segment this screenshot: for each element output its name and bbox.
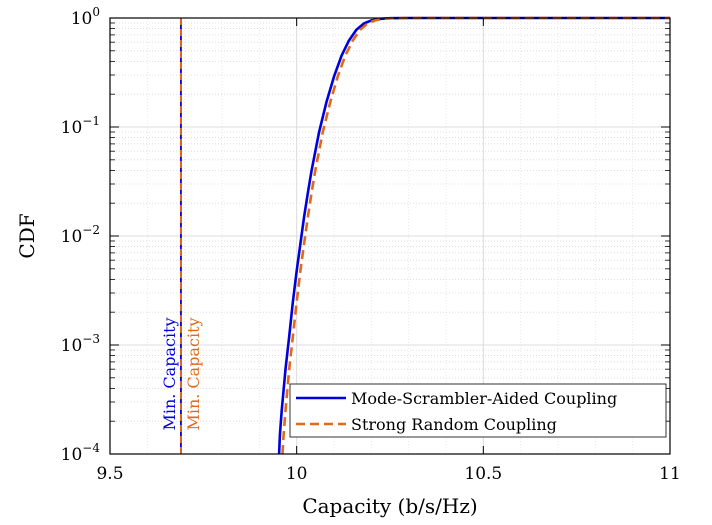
x-tick-label: 10.5 — [464, 464, 502, 484]
series-line-mode-scrambler — [277, 16, 670, 455]
y-tick-label: 100 — [71, 5, 100, 29]
x-tick-label: 10 — [286, 464, 308, 484]
min-capacity-label-1: Min. Capacity — [160, 317, 179, 430]
series-lines — [277, 16, 670, 455]
legend-label-mode-scrambler: Mode-Scrambler-Aided Coupling — [351, 389, 617, 408]
legend: Mode-Scrambler-Aided Coupling Strong Ran… — [289, 383, 667, 438]
y-tick-label: 10−3 — [61, 332, 100, 356]
min-capacity-label-2: Min. Capacity — [184, 317, 203, 430]
y-tick-label: 10−2 — [61, 223, 100, 247]
annotations: Min. Capacity Min. Capacity — [160, 317, 203, 430]
x-axis-label: Capacity (b/s/Hz) — [302, 494, 477, 518]
series-line-strong-random — [281, 16, 670, 455]
y-tick-label: 10−4 — [61, 441, 101, 465]
legend-label-strong-random: Strong Random Coupling — [351, 415, 557, 434]
axis-ticks — [109, 17, 671, 455]
legend-box — [289, 383, 667, 438]
x-tick-labels: 9.5 10 10.5 11 — [96, 464, 680, 484]
y-tick-label: 10−1 — [61, 114, 100, 138]
y-tick-labels: 10−4 10−3 10−2 10−1 100 — [61, 5, 101, 465]
x-tick-label: 9.5 — [96, 464, 123, 484]
x-tick-label: 11 — [659, 464, 681, 484]
y-axis-label: CDF — [15, 213, 39, 258]
